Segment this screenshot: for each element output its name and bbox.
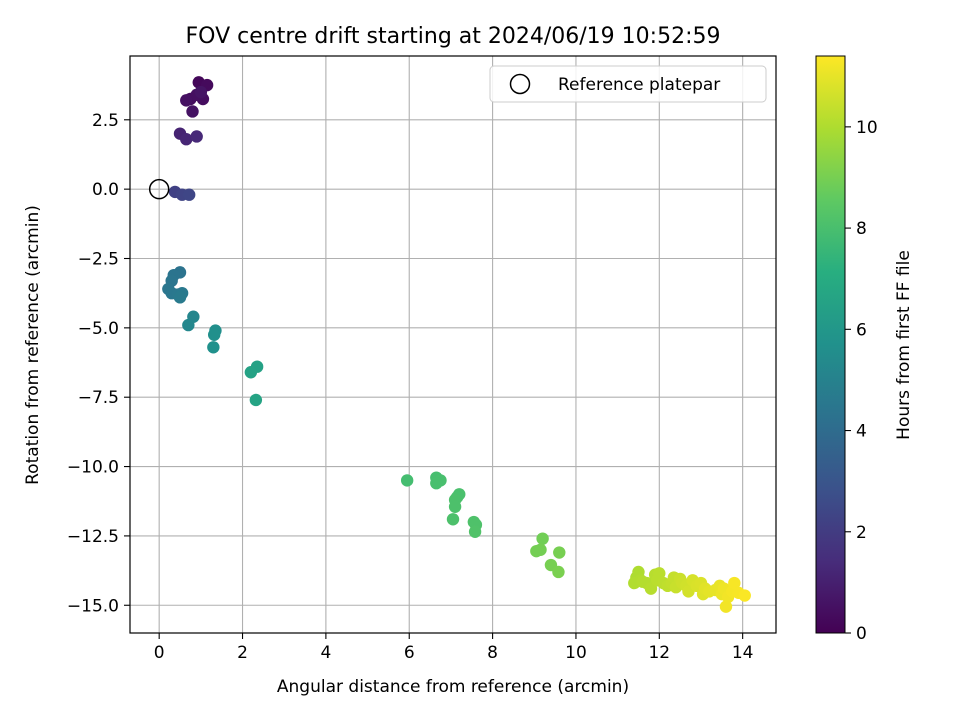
- data-point: [186, 105, 199, 118]
- data-point: [552, 565, 565, 579]
- data-point: [190, 130, 203, 143]
- y-tick-label: 0.0: [92, 180, 119, 200]
- y-tick-label: −7.5: [78, 388, 119, 408]
- x-tick-label: 0: [154, 643, 165, 663]
- y-tick-label: 2.5: [92, 111, 119, 131]
- data-point: [719, 600, 733, 613]
- colorbar-label: Hours from first FF file: [894, 250, 914, 440]
- y-axis-ticks: 2.5 0.0 −2.5 −5.0 −7.5 −10.0 −12.5 −15.0: [67, 111, 130, 616]
- data-point: [180, 94, 193, 107]
- data-point: [653, 567, 666, 580]
- data-point: [400, 474, 414, 487]
- colorbar-gradient: [815, 55, 846, 634]
- data-point: [446, 513, 460, 526]
- data-point: [738, 589, 751, 602]
- x-tick-label: 14: [732, 643, 754, 663]
- legend-entry-label: Reference platepar: [558, 75, 720, 95]
- x-tick-label: 12: [648, 643, 670, 663]
- colorbar-tick-label: 2: [856, 523, 867, 543]
- data-point: [207, 341, 220, 354]
- x-axis-ticks: 0 2 4 6 8 10 12 14: [154, 633, 754, 663]
- chart-title: FOV centre drift starting at 2024/06/19 …: [186, 24, 721, 49]
- data-points: [162, 76, 751, 613]
- data-point: [249, 393, 263, 407]
- colorbar-tick-label: 8: [856, 219, 867, 239]
- data-point: [728, 576, 741, 590]
- x-tick-label: 2: [237, 643, 248, 663]
- data-point: [468, 525, 482, 538]
- colorbar-tick-label: 6: [856, 320, 867, 340]
- data-point: [536, 532, 549, 545]
- x-tick-label: 6: [404, 643, 415, 663]
- data-point: [173, 291, 187, 304]
- x-tick-label: 4: [320, 643, 331, 663]
- y-tick-label: −5.0: [78, 319, 119, 339]
- data-point: [207, 328, 221, 341]
- legend-box: [489, 65, 767, 103]
- x-tick-label: 10: [565, 643, 587, 663]
- colorbar-tick-label: 4: [856, 422, 867, 442]
- data-point: [182, 188, 196, 201]
- y-tick-label: −15.0: [67, 596, 119, 616]
- plot-frame: [129, 55, 777, 634]
- data-point: [244, 366, 258, 379]
- data-point: [430, 477, 443, 490]
- y-tick-label: −10.0: [67, 458, 119, 478]
- colorbar-tick-label: 0: [856, 624, 867, 644]
- y-tick-label: −2.5: [78, 250, 119, 270]
- data-point: [448, 500, 462, 513]
- data-point: [194, 85, 208, 99]
- data-point: [534, 543, 547, 556]
- grid-lines: [130, 56, 776, 633]
- colorbar: 0 2 4 6 8 10 Hours from first FF file: [815, 55, 914, 644]
- x-tick-label: 8: [487, 643, 498, 663]
- data-point: [180, 133, 193, 146]
- legend: Reference platepar: [489, 65, 767, 103]
- y-axis-label: Rotation from reference (arcmin): [23, 205, 43, 485]
- data-point: [182, 318, 195, 332]
- reference-platepar-marker: [148, 178, 170, 200]
- y-tick-label: −12.5: [67, 527, 119, 547]
- legend-marker-icon: [509, 73, 531, 95]
- colorbar-tick-label: 10: [856, 118, 878, 138]
- x-axis-label: Angular distance from reference (arcmin): [277, 677, 629, 697]
- colorbar-ticks: 0 2 4 6 8 10: [845, 118, 878, 644]
- data-point: [553, 546, 566, 559]
